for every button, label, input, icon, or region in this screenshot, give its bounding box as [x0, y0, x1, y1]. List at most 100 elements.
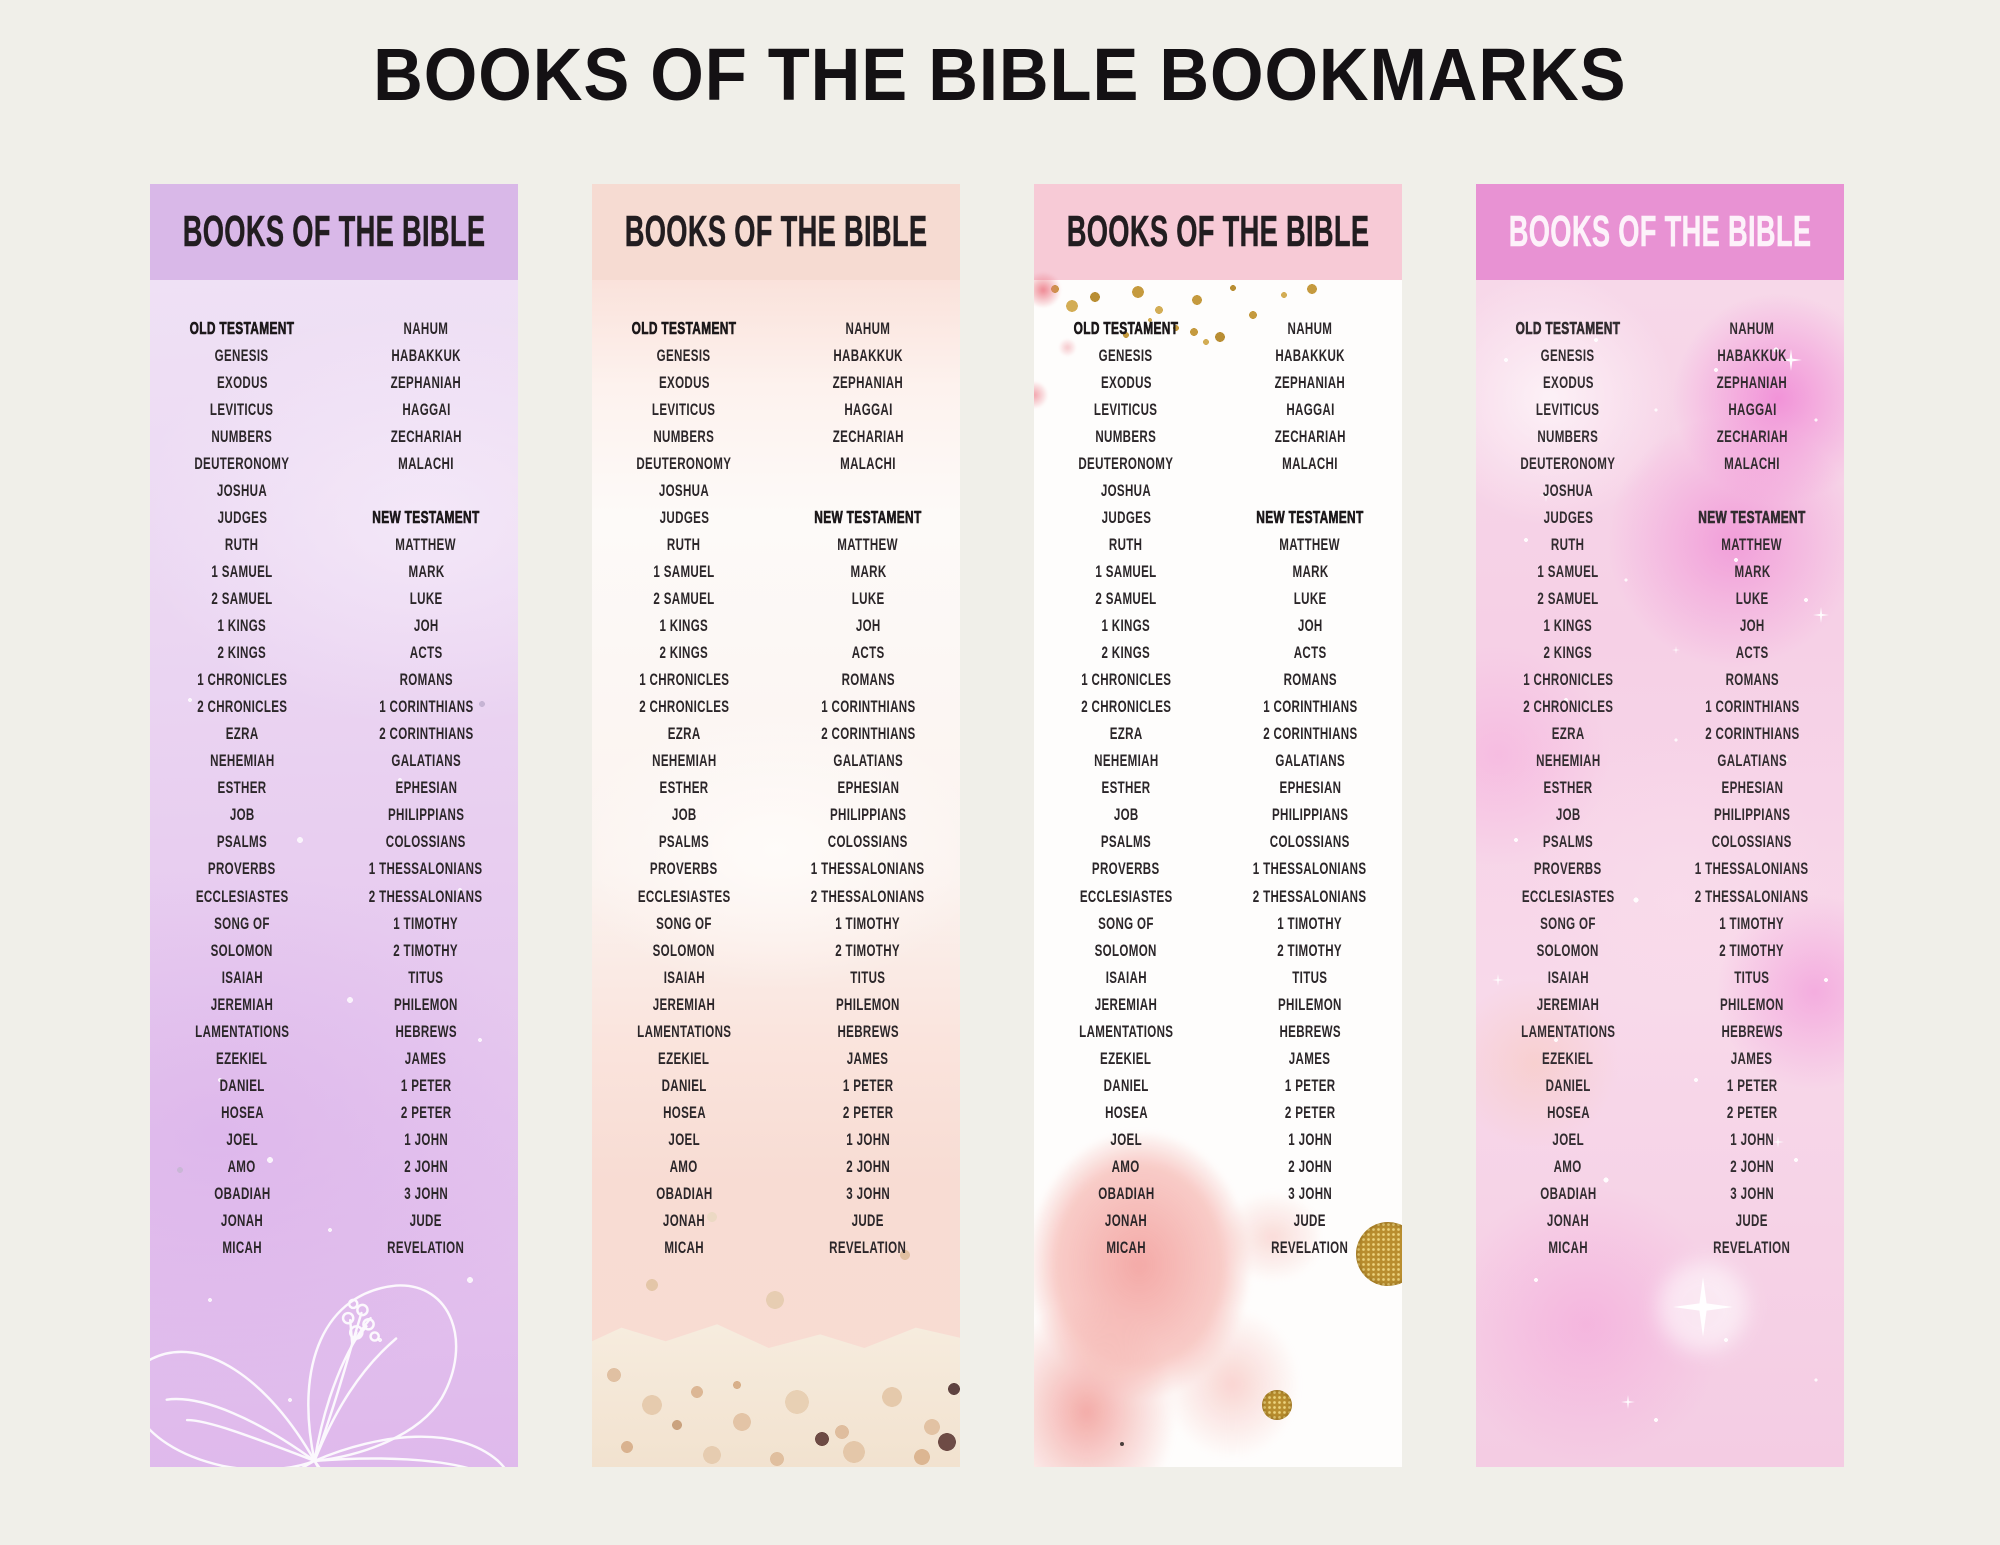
book-name: JOB	[1113, 805, 1139, 825]
book-row: HOSEA 2 PETER	[1034, 1099, 1402, 1126]
book-name: NEHEMIAH	[1535, 751, 1601, 771]
book-name: ISAIAH	[1547, 967, 1589, 987]
book-name: RUTH	[667, 534, 701, 554]
book-row: JOSHUA	[1476, 477, 1844, 504]
book-name: PHILEMON	[1720, 994, 1784, 1014]
book-row: EZRA 2 CORINTHIANS	[592, 721, 960, 748]
book-row: 1 CHRONICLES ROMANS	[592, 667, 960, 694]
book-row: 2 CHRONICLES 1 CORINTHIANS	[150, 694, 518, 721]
book-name: JAMES	[405, 1048, 447, 1068]
book-name: 1 SAMUEL	[1095, 561, 1157, 581]
book-name: JOSHUA	[1542, 480, 1594, 500]
book-row: EXODUS ZEPHANIAH	[150, 369, 518, 396]
book-name: 1 THESSALONIANS	[369, 859, 483, 879]
book-row: 1 KINGS JOH	[1034, 613, 1402, 640]
book-name: 1 THESSALONIANS	[1695, 859, 1809, 879]
book-row: PROVERBS 1 THESSALONIANS	[1476, 856, 1844, 883]
book-row: 1 CHRONICLES ROMANS	[1034, 667, 1402, 694]
book-row: PSALMS COLOSSIANS	[1034, 829, 1402, 856]
book-row: LAMENTATIONS HEBREWS	[150, 1018, 518, 1045]
book-name: LAMENTATIONS	[636, 1021, 732, 1041]
book-name: AMO	[227, 1156, 256, 1176]
book-list: OLD TESTAMENT NAHUM GENESIS HABAKKUK EXODUS Z…	[150, 315, 518, 1262]
book-row: 2 KINGS ACTS	[150, 640, 518, 667]
book-name: 2 PETER	[400, 1102, 452, 1122]
book-row: DANIEL 1 PETER	[592, 1072, 960, 1099]
book-row: AMO 2 JOHN	[1034, 1153, 1402, 1180]
book-name: HEBREWS	[837, 1021, 899, 1041]
book-row: DEUTERONOMY MALACHI	[1476, 450, 1844, 477]
book-name: LEVITICUS	[1536, 399, 1600, 419]
book-name: OBADIAH	[655, 1184, 713, 1204]
book-row: DANIEL 1 PETER	[1034, 1072, 1402, 1099]
book-row: 2 SAMUEL LUKE	[592, 585, 960, 612]
book-name: NEHEMIAH	[209, 751, 275, 771]
book-row: DANIEL 1 PETER	[1476, 1072, 1844, 1099]
book-row: OBADIAH 3 JOHN	[1034, 1181, 1402, 1208]
book-name: COLOSSIANS	[1270, 832, 1350, 852]
book-name: AMO	[1553, 1156, 1582, 1176]
page-title: BOOKS OF THE BIBLE BOOKMARKS	[0, 33, 2000, 116]
book-name: MICAH	[664, 1238, 704, 1258]
book-name: 2 CHRONICLES	[1522, 697, 1614, 717]
book-name: JONAH	[662, 1211, 706, 1231]
book-name: ECCLESIASTES	[195, 886, 289, 906]
book-row: OBADIAH 3 JOHN	[1476, 1181, 1844, 1208]
book-row: JUDGES NEW TESTAMENT	[1034, 504, 1402, 531]
book-name: ZECHARIAH	[1716, 426, 1788, 446]
book-name: ACTS	[1293, 643, 1327, 663]
book-row: ESTHER EPHESIAN	[1034, 775, 1402, 802]
book-name: LAMENTATIONS	[1520, 1021, 1616, 1041]
book-row: 2 KINGS ACTS	[1476, 640, 1844, 667]
book-row: GENESIS HABAKKUK	[150, 342, 518, 369]
book-name: 1 PETER	[400, 1075, 452, 1095]
book-row: SOLOMON 2 TIMOTHY	[592, 937, 960, 964]
book-name: 2 JOHN	[1730, 1156, 1774, 1176]
book-name: PSALMS	[216, 832, 268, 852]
book-row: GENESIS HABAKKUK	[592, 342, 960, 369]
book-name: JOEL	[1110, 1129, 1142, 1149]
book-row: ISAIAH TITUS	[1476, 964, 1844, 991]
book-name: DEUTERONOMY	[194, 453, 290, 473]
book-row: LEVITICUS HAGGAI	[150, 396, 518, 423]
book-list: OLD TESTAMENT NAHUM GENESIS HABAKKUK EXODUS Z…	[1476, 315, 1844, 1262]
page-title-text: BOOKS OF THE BIBLE BOOKMARKS	[373, 33, 1627, 116]
book-row: ECCLESIASTES 2 THESSALONIANS	[150, 883, 518, 910]
book-row: LAMENTATIONS HEBREWS	[1476, 1018, 1844, 1045]
book-row: DEUTERONOMY MALACHI	[592, 450, 960, 477]
book-name: JOSHUA	[658, 480, 710, 500]
book-row: 2 SAMUEL LUKE	[150, 585, 518, 612]
book-name: MICAH	[1548, 1238, 1588, 1258]
book-row: LAMENTATIONS HEBREWS	[1034, 1018, 1402, 1045]
book-row: JONAH JUDE	[1034, 1208, 1402, 1235]
book-name: NEHEMIAH	[651, 751, 717, 771]
book-name: EXODUS	[1542, 372, 1594, 392]
book-name: 1 KINGS	[1101, 616, 1151, 636]
book-name: ACTS	[409, 643, 443, 663]
book-name: 1 THESSALONIANS	[1253, 859, 1367, 879]
book-name: 1 KINGS	[659, 616, 709, 636]
book-name: JOH	[413, 616, 439, 636]
book-row: ECCLESIASTES 2 THESSALONIANS	[1476, 883, 1844, 910]
book-row: JUDGES NEW TESTAMENT	[150, 504, 518, 531]
book-name: 1 TIMOTHY	[1277, 913, 1343, 933]
book-row: GENESIS HABAKKUK	[1034, 342, 1402, 369]
book-row: AMO 2 JOHN	[1476, 1153, 1844, 1180]
book-name: TITUS	[1292, 967, 1328, 987]
book-name: JAMES	[1731, 1048, 1773, 1068]
book-row: PROVERBS 1 THESSALONIANS	[1034, 856, 1402, 883]
book-name: OBADIAH	[1539, 1184, 1597, 1204]
book-name: HOSEA	[1104, 1102, 1148, 1122]
bookmark-body: OLD TESTAMENT NAHUM GENESIS HABAKKUK EXODUS Z…	[1476, 280, 1844, 1467]
book-name: JUDE	[1735, 1211, 1769, 1231]
book-name: JONAH	[220, 1211, 264, 1231]
book-name: PHILIPPIANS	[829, 805, 907, 825]
book-name: JOB	[229, 805, 255, 825]
book-name: ESTHER	[1101, 778, 1151, 798]
book-name: SONG OF	[1540, 913, 1596, 933]
book-name: JUDE	[1293, 1211, 1327, 1231]
book-row: JOB PHILIPPIANS	[1476, 802, 1844, 829]
book-name: LUKE	[409, 588, 443, 608]
book-row: PSALMS COLOSSIANS	[150, 829, 518, 856]
book-name: 2 CORINTHIANS	[1704, 724, 1800, 744]
